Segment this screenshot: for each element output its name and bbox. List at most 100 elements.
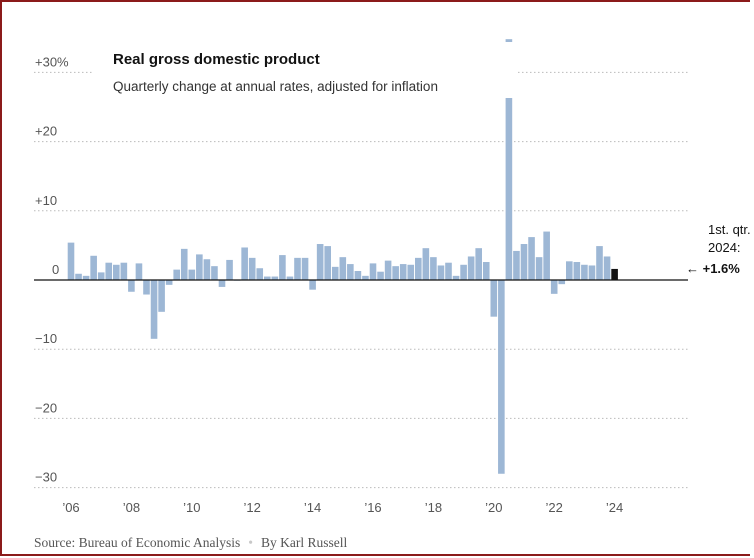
y-tick-label: +20 (35, 124, 57, 139)
bar (543, 231, 550, 280)
annotation-value: ← +1.6% (686, 261, 740, 276)
title-backdrop (92, 42, 517, 98)
bar (588, 265, 596, 280)
bar (294, 257, 301, 280)
bar (339, 257, 347, 280)
bar (596, 246, 603, 280)
bar (498, 280, 505, 474)
bar (347, 264, 354, 280)
bar (573, 262, 581, 280)
x-tick-label: ’22 (546, 500, 563, 515)
source-note: Source: Bureau of Economic Analysis (34, 535, 241, 550)
x-tick-label: ’12 (244, 500, 261, 515)
bar (256, 268, 264, 280)
bar (505, 39, 513, 281)
bar (203, 259, 211, 280)
bar (430, 257, 437, 280)
bar (180, 248, 188, 280)
x-tick-label: ’06 (62, 500, 79, 515)
y-tick-label: −20 (35, 400, 57, 415)
bar (558, 280, 566, 285)
y-tick-label: −10 (35, 331, 57, 346)
bar (445, 262, 452, 280)
bar (566, 261, 573, 280)
bar (271, 276, 279, 280)
chart-subtitle: Quarterly change at annual rates, adjust… (113, 79, 438, 94)
bar (452, 275, 460, 280)
chart-title: Real gross domestic product (113, 51, 320, 68)
bar (128, 280, 135, 292)
bar (513, 250, 520, 280)
bar (399, 264, 407, 280)
bar (316, 244, 324, 280)
x-tick-label: ’24 (606, 500, 623, 515)
y-tick-label: −30 (35, 470, 57, 485)
footer-separator: • (248, 535, 253, 550)
x-tick-label: ’20 (485, 500, 502, 515)
bar-latest-quarter (611, 268, 618, 280)
x-tick-label: ’14 (304, 500, 321, 515)
y-tick-label: +30% (35, 54, 69, 69)
bar (75, 273, 82, 280)
bar (490, 280, 498, 317)
bar (82, 275, 90, 280)
bar (460, 264, 467, 280)
y-tick-label: 0 (52, 262, 59, 277)
bar (482, 262, 490, 280)
x-tick-label: ’08 (123, 500, 140, 515)
x-tick-label: ’10 (183, 500, 200, 515)
x-tick-label: ’18 (425, 500, 442, 515)
bar (603, 256, 611, 280)
bar (437, 265, 445, 280)
gridlines (34, 71, 688, 489)
bar (279, 255, 286, 280)
bar (105, 262, 113, 280)
y-tick-label: +10 (35, 193, 57, 208)
bar (286, 276, 294, 280)
bar (528, 237, 535, 280)
bar (407, 264, 415, 280)
bars (67, 39, 618, 474)
bar (392, 266, 399, 280)
y-axis-labels: +30% +20 +10 0 −10 −20 −30 (35, 54, 69, 484)
bar (550, 280, 558, 294)
bar (150, 280, 158, 339)
annotation-line-2: 2024: (708, 240, 741, 255)
bar (143, 280, 150, 295)
bar (165, 280, 173, 285)
x-axis-labels: ’06 ’08 ’10 ’12 ’14 ’16 ’18 ’20 ’22 ’24 (62, 500, 623, 515)
bar (535, 257, 543, 280)
bar (120, 262, 128, 280)
bar (369, 263, 377, 280)
bar (331, 266, 339, 280)
bar (384, 260, 392, 280)
bar (196, 254, 203, 280)
bar (520, 244, 528, 280)
byline: By Karl Russell (260, 535, 348, 550)
bar (113, 264, 120, 280)
bar (248, 257, 256, 280)
bar (241, 247, 248, 280)
bar (211, 266, 218, 280)
bar (188, 269, 196, 280)
bar (97, 272, 105, 280)
bar (354, 271, 362, 280)
bar (173, 269, 180, 280)
bar (362, 275, 369, 280)
bar (135, 263, 143, 280)
annotation-line-1: 1st. qtr. (708, 222, 750, 237)
bar (264, 276, 271, 280)
bar (467, 256, 475, 280)
bar (377, 271, 384, 280)
bar (324, 246, 331, 280)
bar (218, 280, 226, 287)
bar (475, 248, 482, 280)
bar (422, 248, 430, 280)
x-tick-label: ’16 (364, 500, 381, 515)
bar (158, 280, 165, 312)
bar (67, 242, 75, 280)
bar (226, 259, 233, 280)
bar (581, 264, 588, 280)
